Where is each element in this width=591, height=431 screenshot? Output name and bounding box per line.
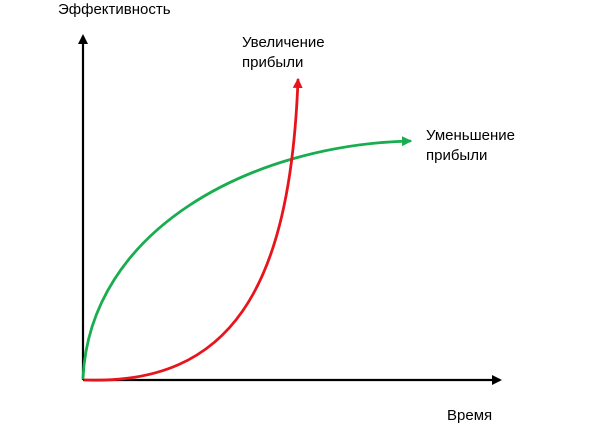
series-line-decreasing-profit <box>81 136 412 380</box>
series-label-line-1: Уменьшение <box>426 127 515 144</box>
series-label-line-2: прибыли <box>426 147 488 164</box>
series-label-line-2: прибыли <box>242 54 304 71</box>
y-axis-label: Эффективность <box>58 1 171 18</box>
series-label-decreasing-profit: Уменьшение прибыли <box>426 126 515 166</box>
x-axis-label: Время <box>447 407 493 424</box>
series-label-increasing-profit: Увеличение прибыли <box>242 33 325 73</box>
series-label-line-1: Увеличение <box>242 34 325 51</box>
series-line-increasing-profit <box>83 78 303 382</box>
